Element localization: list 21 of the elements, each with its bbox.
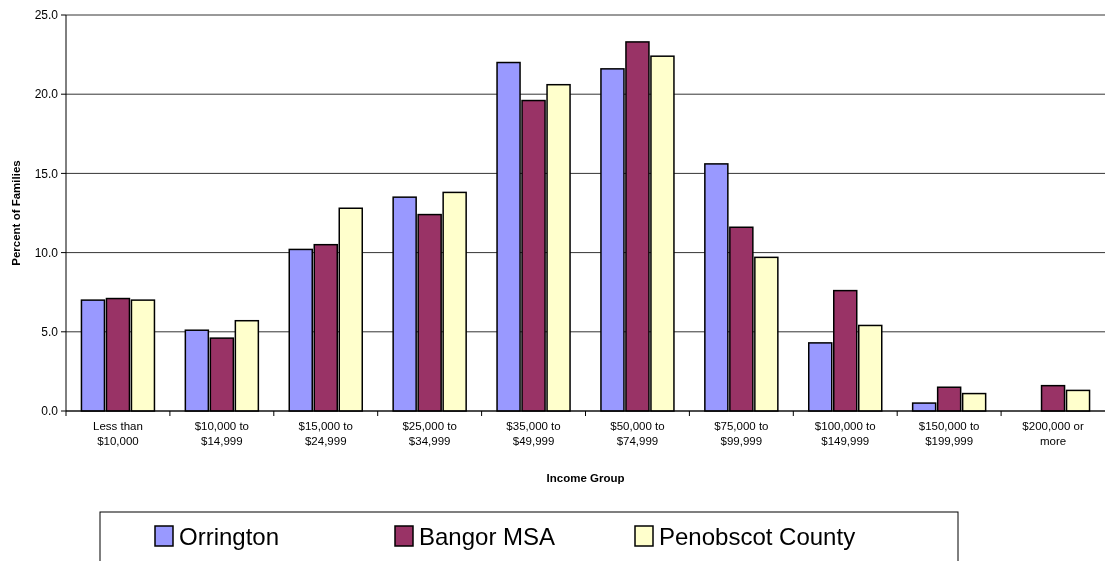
x-tick-label: $15,000 to $24,999 (298, 420, 353, 447)
y-axis-title: Percent of Families (10, 160, 22, 266)
y-tick-label: 25.0 (34, 8, 59, 23)
x-tick-label: $25,000 to $34,999 (402, 420, 457, 447)
y-tick-label: 20.0 (34, 87, 59, 102)
x-tick-label: $150,000 to $199,999 (918, 420, 980, 447)
x-tick-label: $35,000 to $49,999 (506, 420, 561, 447)
x-tick-label: $50,000 to $74,999 (610, 420, 665, 447)
legend-label: Bangor MSA (419, 523, 556, 550)
x-tick-label: $10,000 to $14,999 (194, 420, 250, 447)
y-tick-label: 10.0 (34, 245, 59, 260)
legend-label: Penobscot County (659, 523, 856, 550)
x-tick-label: $100,000 to $149,999 (814, 420, 876, 447)
y-tick-label: 15.0 (34, 166, 59, 181)
legend-label: Orrington (179, 523, 280, 550)
x-tick-label: $75,000 to $99,999 (714, 420, 769, 447)
x-tick-label: Less than $10,000 (93, 420, 143, 447)
x-tick-label: $200,000 or more (1022, 420, 1084, 447)
x-axis-title: Income Group (546, 472, 625, 484)
y-tick-label: 0.0 (41, 404, 59, 419)
y-tick-label: 5.0 (41, 325, 59, 339)
